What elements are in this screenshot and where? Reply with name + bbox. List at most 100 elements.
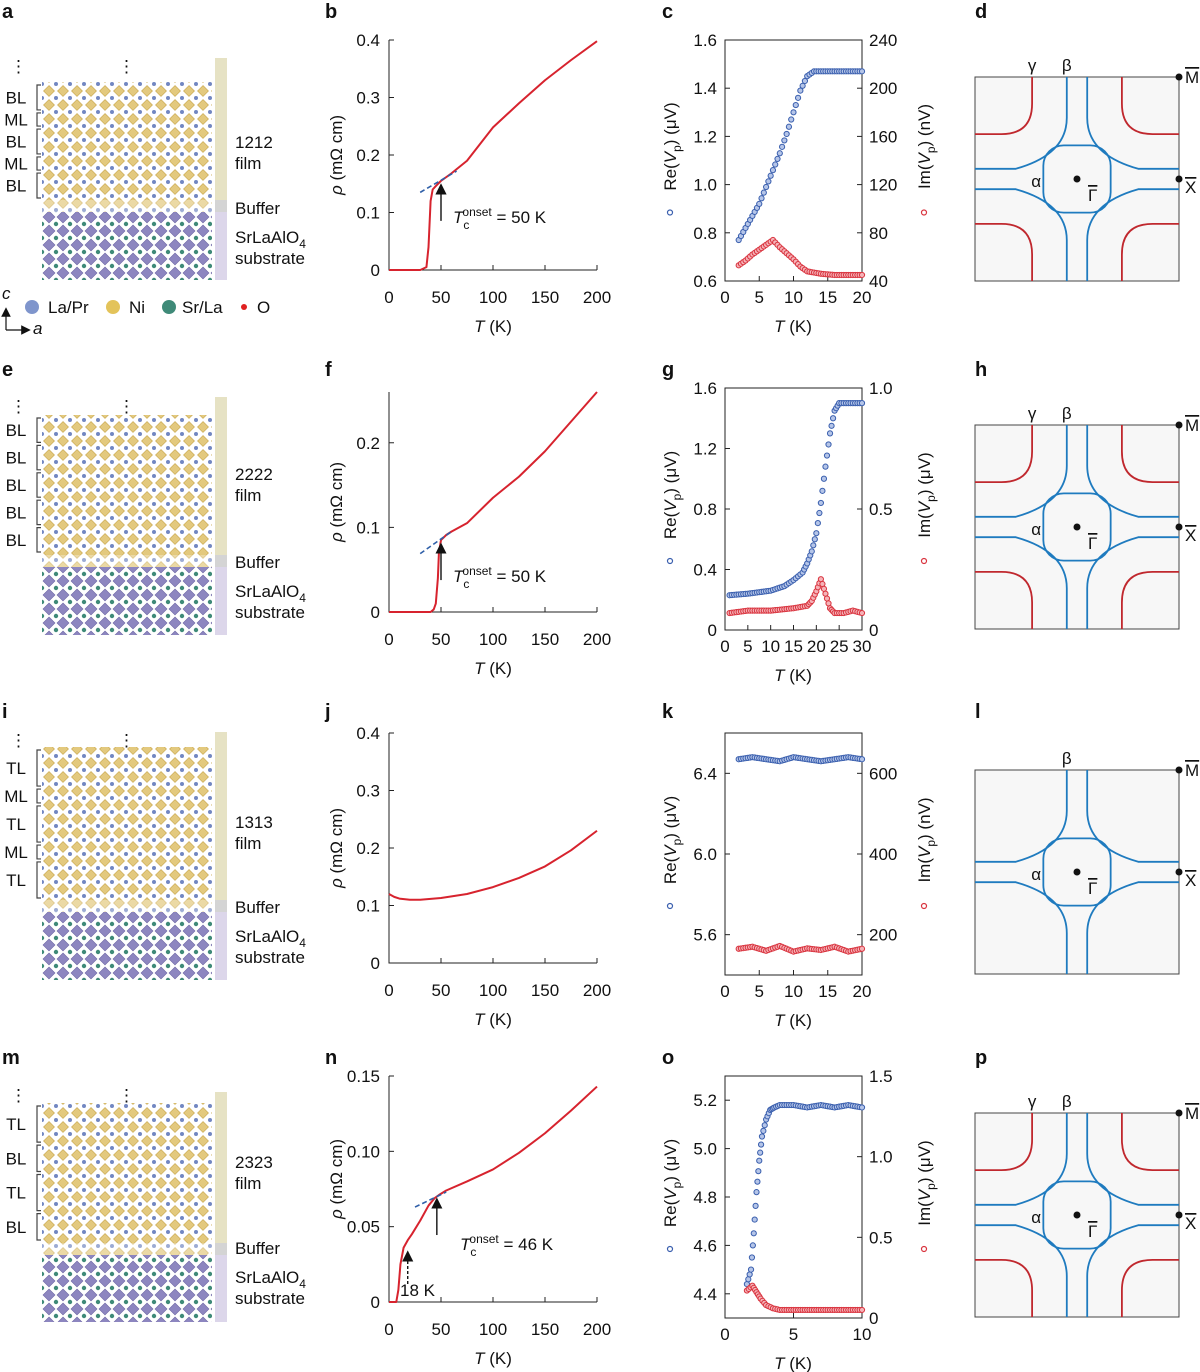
- fermi-surface-panel: p γ β α Γ M X: [974, 1047, 1199, 1318]
- x-tick-label: 50: [432, 1320, 451, 1339]
- y-axis-label-right: Im(Vp) (μV): [915, 452, 938, 537]
- layer-label: BL: [6, 531, 27, 550]
- re-vp-point: [858, 756, 866, 763]
- y-axis-unit: (mΩ cm): [327, 808, 346, 878]
- im-vp-point: [858, 609, 866, 617]
- layer-bracket: [36, 788, 41, 804]
- re-vp-point: [828, 422, 835, 429]
- film-word: film: [235, 486, 261, 505]
- tc-var: T: [453, 567, 465, 586]
- substrate-formula-subscript: 4: [299, 237, 306, 251]
- ellipsis-center: ⋮: [118, 1086, 135, 1105]
- substrate-formula: SrLaAlO4: [235, 228, 306, 251]
- ylabel-sub: p: [670, 1181, 684, 1188]
- tc-subscript: c: [470, 1245, 476, 1259]
- substrate-bar: [215, 567, 227, 635]
- x-axis-var: T: [774, 1011, 786, 1030]
- tc-superscript: onset: [462, 205, 492, 219]
- re-vp-point: [790, 109, 797, 116]
- re-vp-point: [776, 150, 783, 157]
- gamma-point-marker: [1073, 1211, 1081, 1219]
- film-name: 1313: [235, 813, 273, 832]
- ylabel-pre: Im(: [915, 1201, 934, 1226]
- resistivity-chart-f: f 0 0.1 0.2 0 50 100 150 200 T (K) ρ (mΩ cm) Tconse…: [325, 359, 611, 678]
- y-tick-label-right: 200: [869, 79, 897, 98]
- gamma-point-label: Γ: [1088, 534, 1097, 553]
- ylabel-var: V: [661, 499, 680, 512]
- panel-letter: k: [662, 701, 674, 723]
- y-tick-label-left: 0.6: [693, 272, 717, 291]
- layer-label: ML: [4, 843, 28, 862]
- substrate-bar: [215, 1255, 227, 1322]
- x-tick-label: 20: [807, 637, 826, 656]
- x-point-marker: [1175, 523, 1183, 531]
- x-tick-label: 50: [432, 981, 451, 1000]
- x-axis-label: T (K): [474, 1010, 512, 1029]
- y-tick-label-left: 6.0: [693, 845, 717, 864]
- gamma-point-marker: [1073, 523, 1081, 531]
- layer-label: ML: [4, 110, 28, 129]
- legend-label: Sr/La: [182, 298, 223, 317]
- re-vp-point: [757, 1141, 765, 1148]
- layer-bracket: [36, 112, 41, 127]
- buffer-bar: [215, 555, 227, 567]
- y-tick-label-left: 5.2: [693, 1091, 717, 1110]
- substrate-formula: SrLaAlO4: [235, 582, 306, 605]
- m-point-marker: [1175, 766, 1183, 774]
- beta-band-contour: [975, 1224, 1068, 1317]
- y-tick-label: 0: [371, 603, 380, 622]
- tc-subscript: c: [463, 218, 469, 232]
- layer-label: BL: [6, 88, 27, 107]
- y-tick-label-left: 0.8: [693, 500, 717, 519]
- ylabel-var: V: [661, 150, 680, 163]
- re-vp-point: [816, 509, 823, 517]
- x-axis-unit: (K): [785, 666, 812, 685]
- y-tick-label: 0.4: [356, 31, 380, 50]
- film-bar: [215, 58, 227, 200]
- gamma-band-contour: [1121, 425, 1179, 483]
- re-vp-point: [801, 77, 809, 85]
- film-name: 1212: [235, 133, 273, 152]
- x-tick-label: 150: [531, 981, 559, 1000]
- ylabel-var: V: [915, 845, 934, 858]
- vp-chart-c: c 0.6 0.8 1.0 1.2 1.4 1.6 40 80 120 160 200 240 0 5 10 1…: [661, 1, 938, 336]
- y-axis-label-right: Im(Vp) (nV): [915, 104, 938, 189]
- re-vp-point: [778, 143, 786, 150]
- y-tick-label-right: 120: [869, 176, 897, 195]
- y-tick-label-right: 400: [869, 845, 897, 864]
- y-axis-var: ρ: [327, 878, 346, 889]
- ylabel-pre: Re(: [661, 856, 680, 884]
- y-tick-label: 0.3: [356, 782, 380, 801]
- substrate-formula-subscript: 4: [299, 591, 306, 605]
- ylabel-pre: Im(: [915, 513, 934, 538]
- re-vp-point: [747, 1266, 755, 1273]
- y-tick-label-left: 4.6: [693, 1236, 717, 1255]
- ylabel-var: V: [661, 1187, 680, 1200]
- gamma-band-contour: [1121, 77, 1179, 135]
- resistivity-curve: [389, 1085, 598, 1303]
- resistivity-chart-j: j 0 0.1 0.2 0.3 0.4 0 50 100 150 200 T (K) ρ (mΩ cm): [324, 701, 611, 1029]
- substrate-formula-main: SrLaAlO: [235, 228, 299, 247]
- beta-band-contour: [1086, 1113, 1179, 1206]
- y-axis-label: ρ (mΩ cm): [327, 462, 346, 543]
- y-tick-label-right: 240: [869, 31, 897, 50]
- x-point-label: X: [1185, 178, 1196, 197]
- legend-label: La/Pr: [48, 298, 89, 317]
- ylabel-sub: p: [670, 493, 684, 500]
- x-axis-var: T: [474, 1010, 486, 1029]
- buffer-label: Buffer: [235, 1239, 280, 1258]
- panel-letter: h: [975, 359, 987, 381]
- y-axis-label-left: Re(Vp) (μV): [661, 102, 684, 190]
- layer-label: BL: [6, 133, 27, 152]
- resistivity-curve: [388, 829, 598, 901]
- layer-bracket: [36, 84, 41, 111]
- y-axis-unit: (mΩ cm): [327, 462, 346, 532]
- gamma-point-label: Γ: [1088, 1222, 1097, 1241]
- layer-bracket: [36, 1213, 41, 1241]
- gamma-band-contour: [1121, 571, 1179, 629]
- y-tick-label-left: 1.0: [693, 176, 717, 195]
- re-vp-point: [754, 1178, 761, 1185]
- y-tick-label-right: 600: [869, 764, 897, 783]
- film-lattice: [42, 1103, 212, 1243]
